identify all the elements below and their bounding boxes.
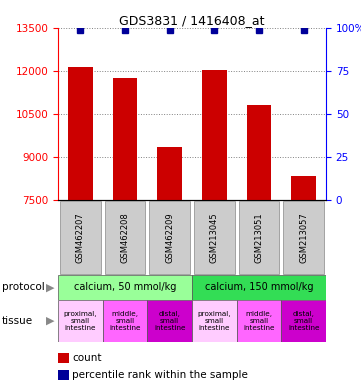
Bar (281, 300, 326, 342)
Text: GSM213045: GSM213045 (210, 212, 219, 263)
Bar (192, 275, 326, 300)
Bar (239, 201, 279, 274)
Text: GSM462208: GSM462208 (121, 212, 130, 263)
Text: calcium, 50 mmol/kg: calcium, 50 mmol/kg (74, 283, 176, 293)
Bar (103, 300, 147, 342)
Text: middle,
small
intestine: middle, small intestine (109, 311, 141, 331)
Bar (113, 78, 137, 200)
Text: middle,
small
intestine: middle, small intestine (243, 311, 275, 331)
Text: distal,
small
intestine: distal, small intestine (154, 311, 186, 331)
Text: distal,
small
intestine: distal, small intestine (288, 311, 319, 331)
Bar (58, 369, 69, 380)
Bar (58, 300, 103, 342)
Bar (237, 300, 281, 342)
Bar (291, 175, 316, 200)
Text: ▶: ▶ (45, 316, 54, 326)
Bar (283, 201, 324, 274)
Bar (149, 201, 190, 274)
Bar (68, 67, 93, 200)
Text: GSM213051: GSM213051 (255, 212, 264, 263)
Bar (194, 201, 235, 274)
Bar (147, 300, 192, 342)
Bar (60, 201, 100, 274)
Text: calcium, 150 mmol/kg: calcium, 150 mmol/kg (205, 283, 313, 293)
Text: percentile rank within the sample: percentile rank within the sample (73, 370, 248, 380)
Text: GSM462207: GSM462207 (76, 212, 85, 263)
Title: GDS3831 / 1416408_at: GDS3831 / 1416408_at (119, 14, 265, 27)
Bar (58, 275, 192, 300)
Bar (202, 70, 227, 200)
Bar (157, 147, 182, 200)
Text: proximal,
small
intestine: proximal, small intestine (197, 311, 231, 331)
Bar (192, 300, 237, 342)
Bar (105, 201, 145, 274)
Text: count: count (73, 353, 102, 363)
Text: proximal,
small
intestine: proximal, small intestine (64, 311, 97, 331)
Text: tissue: tissue (2, 316, 33, 326)
Text: GSM462209: GSM462209 (165, 212, 174, 263)
Bar (58, 353, 69, 363)
Bar (247, 105, 271, 200)
Text: ▶: ▶ (45, 283, 54, 293)
Text: GSM213057: GSM213057 (299, 212, 308, 263)
Text: protocol: protocol (2, 283, 44, 293)
